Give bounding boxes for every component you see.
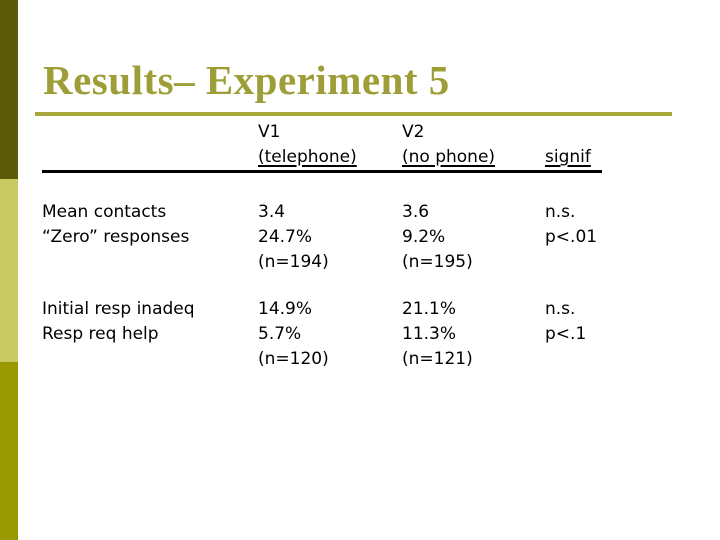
accent-bar: [0, 0, 18, 540]
v1-cell: 3.4 24.7% (n=194): [258, 200, 402, 275]
header-cell-v1: V1 (telephone): [258, 120, 402, 170]
v1-sample-size: (n=194): [258, 252, 329, 272]
v1-value-line: 14.9%: [258, 299, 313, 319]
row-label-cell: Mean contacts “Zero” responses: [42, 200, 258, 275]
header-v1-sublabel: (telephone): [258, 147, 357, 167]
v2-sample-size: (n=121): [402, 349, 473, 369]
row-label-line: “Zero” responses: [42, 227, 190, 247]
signif-line: n.s.: [545, 202, 576, 222]
table-row: Mean contacts “Zero” responses 3.4 24.7%…: [42, 200, 602, 275]
v1-value-line: 24.7%: [258, 227, 313, 247]
table-row: Initial resp inadeq Resp req help 14.9% …: [42, 297, 602, 372]
header-v1-label: V1: [258, 122, 281, 142]
header-cell-v2: V2 (no phone): [402, 120, 545, 170]
row-label-line: Mean contacts: [42, 202, 167, 222]
v2-value-line: 9.2%: [402, 227, 446, 247]
accent-bar-middle: [0, 179, 18, 362]
v2-value-line: 11.3%: [402, 324, 457, 344]
header-cell-signif: signif: [545, 120, 602, 170]
v2-sample-size: (n=195): [402, 252, 473, 272]
v2-cell: 21.1% 11.3% (n=121): [402, 297, 545, 372]
v2-value-line: 3.6: [402, 202, 430, 222]
header-v2-sublabel: (no phone): [402, 147, 496, 167]
table-header-row: V1 (telephone) V2 (no phone) signif: [42, 120, 602, 173]
header-signif-label: signif: [545, 147, 591, 167]
accent-bar-bottom: [0, 362, 18, 540]
signif-line: n.s.: [545, 299, 576, 319]
v2-cell: 3.6 9.2% (n=195): [402, 200, 545, 275]
signif-line: p<.01: [545, 227, 598, 247]
row-label-line: Initial resp inadeq: [42, 299, 195, 319]
header-v2-label: V2: [402, 122, 425, 142]
slide-title: Results– Experiment 5: [43, 57, 450, 103]
signif-line: p<.1: [545, 324, 587, 344]
accent-bar-top: [0, 0, 18, 179]
row-label-cell: Initial resp inadeq Resp req help: [42, 297, 258, 372]
signif-cell: n.s. p<.1: [545, 297, 602, 372]
row-label-line: Resp req help: [42, 324, 159, 344]
results-table: V1 (telephone) V2 (no phone) signif Mean…: [42, 120, 602, 372]
v1-value-line: 5.7%: [258, 324, 302, 344]
v1-sample-size: (n=120): [258, 349, 329, 369]
title-underline: [35, 112, 672, 116]
header-cell-empty: [42, 120, 258, 170]
v1-value-line: 3.4: [258, 202, 286, 222]
v2-value-line: 21.1%: [402, 299, 457, 319]
v1-cell: 14.9% 5.7% (n=120): [258, 297, 402, 372]
signif-cell: n.s. p<.01: [545, 200, 602, 275]
